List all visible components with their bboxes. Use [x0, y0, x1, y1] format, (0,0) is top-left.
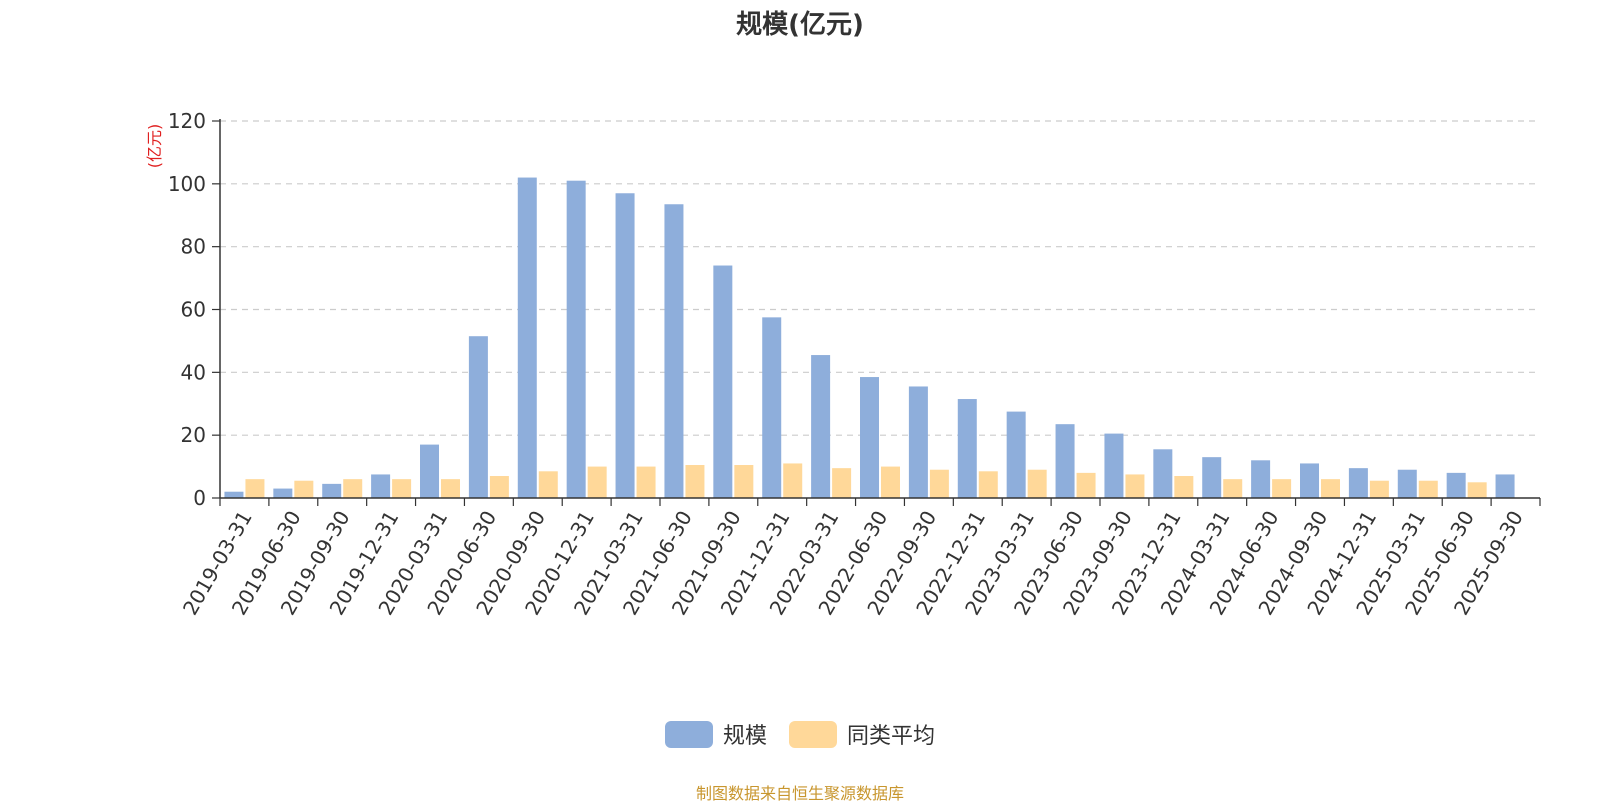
bars — [224, 177, 1515, 499]
bar-scale — [322, 483, 342, 498]
y-tick-label: 100 — [168, 172, 206, 196]
legend-swatch — [789, 720, 837, 748]
source-note: 制图数据来自恒生聚源数据库 — [695, 784, 904, 803]
bar-scale — [957, 399, 977, 498]
bar-peer-average — [1223, 479, 1243, 498]
bar-peer-average — [1027, 469, 1047, 498]
bar-scale — [1153, 449, 1173, 498]
bar-scale — [517, 177, 537, 499]
bar-peer-average — [685, 465, 705, 498]
legend-label: 规模 — [722, 724, 767, 749]
bar-peer-average — [1369, 480, 1389, 498]
bar-scale — [1251, 460, 1271, 498]
bar-peer-average — [441, 479, 460, 498]
bar-peer-average — [343, 479, 363, 498]
bar-chart: 0204060801001202019-03-312019-06-302019-… — [145, 109, 1541, 619]
bar-peer-average — [832, 468, 852, 498]
bar-scale — [1495, 474, 1515, 498]
bar-peer-average — [1076, 472, 1096, 498]
bar-scale — [1348, 468, 1368, 498]
bar-peer-average — [1467, 482, 1487, 498]
bar-scale — [615, 193, 635, 498]
bar-peer-average — [1418, 480, 1438, 498]
bar-peer-average — [881, 466, 900, 498]
bar-scale — [420, 444, 439, 498]
legend-item[interactable]: 同类平均 — [789, 718, 935, 750]
bar-scale — [273, 488, 293, 498]
bar-peer-average — [1321, 479, 1340, 498]
bar-scale — [468, 336, 488, 498]
bar-peer-average — [1174, 476, 1194, 498]
bar-scale — [224, 491, 244, 498]
bar-peer-average — [294, 480, 314, 498]
y-tick-label: 40 — [181, 360, 206, 384]
bar-peer-average — [392, 479, 412, 498]
grid-lines — [220, 120, 1540, 436]
bar-peer-average — [978, 471, 998, 498]
bar-scale — [1300, 463, 1319, 498]
bar-scale — [713, 265, 733, 498]
bar-scale — [664, 204, 684, 499]
y-axis-unit-label: (亿元) — [145, 124, 164, 169]
bar-peer-average — [489, 476, 509, 498]
bar-scale — [371, 474, 391, 498]
bar-peer-average — [587, 466, 607, 498]
bar-peer-average — [734, 465, 754, 498]
bar-peer-average — [245, 479, 265, 498]
y-tick-label: 20 — [181, 423, 206, 447]
legend-label: 同类平均 — [847, 724, 936, 749]
y-tick-label: 0 — [193, 486, 206, 510]
bar-peer-average — [636, 466, 656, 498]
legend-item[interactable]: 规模 — [664, 718, 767, 750]
legend: 规模 同类平均 — [0, 718, 1600, 750]
bar-scale — [1397, 469, 1417, 498]
bar-scale — [1006, 411, 1026, 498]
chart-title: 规模(亿元) — [736, 10, 864, 40]
bar-scale — [1055, 424, 1075, 498]
y-tick-label: 120 — [168, 109, 206, 133]
bar-peer-average — [929, 469, 949, 498]
bar-scale — [566, 180, 586, 499]
bar-peer-average — [1272, 479, 1292, 498]
bar-peer-average — [783, 463, 803, 498]
bar-scale — [811, 355, 831, 498]
bar-peer-average — [1125, 474, 1145, 498]
axes: 0204060801001202019-03-312019-06-302019-… — [168, 109, 1541, 619]
bar-peer-average — [538, 471, 558, 498]
bar-scale — [908, 386, 928, 498]
bar-scale — [1104, 433, 1124, 498]
bar-scale — [860, 377, 879, 498]
bar-scale — [762, 317, 782, 498]
bar-scale — [1446, 472, 1466, 498]
y-tick-label: 60 — [181, 298, 206, 322]
legend-swatch — [664, 720, 713, 748]
bar-scale — [1202, 457, 1222, 498]
y-tick-label: 80 — [181, 235, 206, 259]
